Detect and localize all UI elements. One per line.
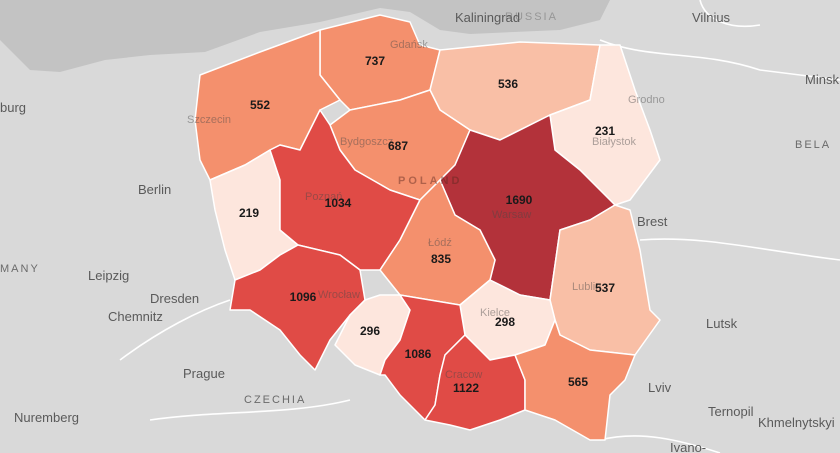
label-szczecin: Szczecin (187, 114, 231, 126)
label-germany: MANY (0, 263, 40, 275)
label-prague: Prague (183, 366, 225, 381)
value-swietokrzyskie: 298 (495, 315, 515, 329)
label-khmelnytskyi: Khmelnytskyi (758, 415, 835, 430)
label-berlin: Berlin (138, 182, 171, 197)
baltic-sea (0, 0, 610, 72)
value-malopolskie: 1122 (453, 381, 479, 395)
label-belarus: BELA (795, 139, 831, 151)
label-russia: RUSSIA (505, 11, 558, 23)
value-warminsko-mazurskie: 536 (498, 77, 518, 91)
label-gdansk: Gdańsk (390, 39, 428, 51)
region-podlaskie[interactable] (549, 44, 661, 206)
label-poznan: Poznań (305, 191, 342, 203)
label-lviv: Lviv (648, 380, 672, 395)
value-wielkopolskie: 1034 (325, 196, 352, 210)
label-wroclaw: Wrocław (318, 289, 360, 301)
label-chemnitz: Chemnitz (108, 309, 163, 324)
label-brest: Brest (637, 214, 668, 229)
value-kujawsko-pomorskie: 687 (388, 139, 408, 153)
border-lithuania-latvia (699, 0, 761, 27)
label-bydgoszcz: Bydgoszcz (340, 136, 393, 148)
label-nuremberg: Nuremberg (14, 410, 79, 425)
label-krakow: Cracow (445, 369, 482, 381)
label-kaliningrad: Kaliningrad (455, 10, 520, 25)
value-slaskie: 1086 (405, 347, 432, 361)
label-warsaw: Warsaw (492, 209, 531, 221)
label-hamburg: burg (0, 100, 26, 115)
value-pomorskie: 737 (365, 54, 385, 68)
label-minsk: Minsk (805, 72, 839, 87)
border-ukraine-slovakia (599, 435, 721, 453)
place-labels: Kaliningrad RUSSIA Vilnius Minsk BELA bu… (0, 10, 839, 453)
value-zachodniopomorskie: 552 (250, 98, 270, 112)
label-dresden: Dresden (150, 291, 199, 306)
label-leipzig: Leipzig (88, 268, 129, 283)
value-lubelskie: 537 (595, 281, 615, 295)
label-poland: POLAND (398, 175, 462, 187)
label-grodno: Grodno (628, 94, 665, 106)
label-kielce: Kielce (480, 307, 510, 319)
border-czechia-south (149, 399, 351, 421)
label-vilnius: Vilnius (692, 10, 731, 25)
region-values: 737 552 536 231 687 219 1034 1690 835 53… (239, 54, 615, 395)
value-lubuskie: 219 (239, 206, 259, 220)
label-lodz: Łódź (428, 237, 452, 249)
value-podkarpackie: 565 (568, 375, 588, 389)
value-opolskie: 296 (360, 324, 380, 338)
value-podlaskie: 231 (595, 124, 615, 138)
label-czechia: CZECHIA (244, 394, 306, 406)
label-ternopil: Ternopil (708, 404, 754, 419)
value-mazowieckie: 1690 (506, 193, 533, 207)
value-dolnoslaskie: 1096 (290, 290, 317, 304)
poland-regions (194, 14, 661, 441)
inner-city-labels: Gdańsk Szczecin Bydgoszcz Poznań Warsaw … (187, 39, 637, 381)
label-ivano: Ivano- (670, 440, 706, 453)
border-belarus-ukraine (639, 238, 840, 261)
value-lodzkie: 835 (431, 252, 451, 266)
label-lublin: Lublin (572, 281, 601, 293)
border-germany-czechia (119, 299, 231, 361)
label-lutsk: Lutsk (706, 316, 738, 331)
region-podkarpackie[interactable] (514, 319, 636, 441)
label-bialystok: Białystok (592, 136, 637, 148)
